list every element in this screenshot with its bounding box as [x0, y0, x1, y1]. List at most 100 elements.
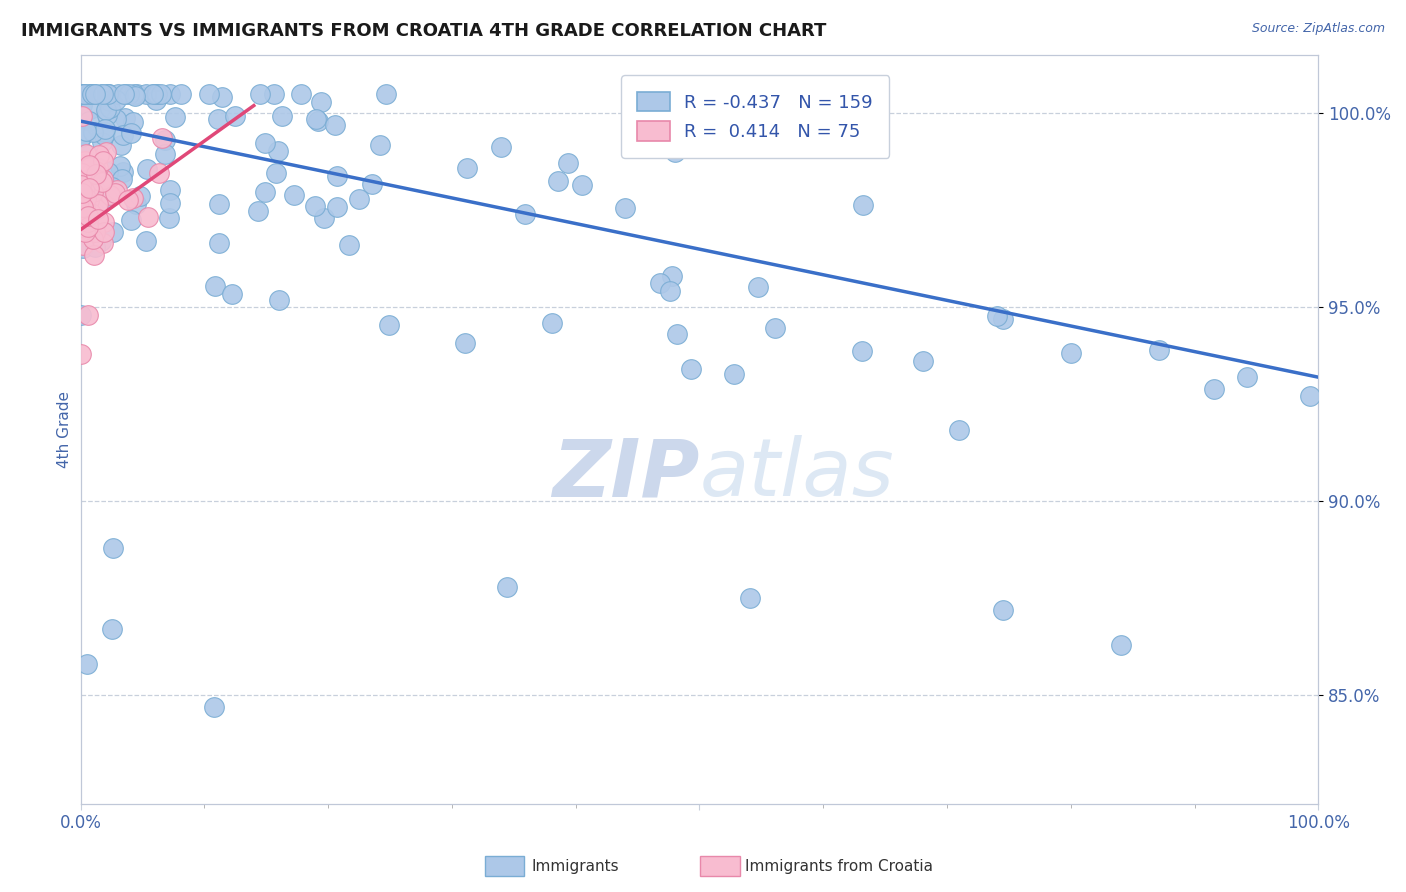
Point [91, 236, 114, 251]
Point [370, 137, 392, 152]
Point [86, 168, 108, 182]
Point [489, 140, 512, 154]
Point [72, 145, 94, 159]
Point [661, 269, 683, 284]
Point [207, 112, 229, 127]
Point [97, 165, 120, 179]
Point [614, 201, 637, 215]
Point [70, 347, 93, 361]
Point [104, 186, 127, 201]
Point [75, 225, 97, 239]
Point [117, 193, 139, 207]
Point [70, 130, 93, 145]
Text: Source: ZipAtlas.com: Source: ZipAtlas.com [1251, 22, 1385, 36]
Point [211, 89, 233, 103]
Point [96, 191, 118, 205]
Point [79, 158, 101, 172]
Point [72, 199, 94, 213]
Point [70, 186, 93, 201]
Point [70, 220, 93, 235]
Point [155, 133, 177, 147]
Point [70, 98, 93, 112]
Point [69, 157, 91, 171]
Point [454, 335, 477, 350]
Point [993, 312, 1015, 326]
Point [495, 580, 517, 594]
Point [114, 87, 136, 101]
Point [150, 131, 173, 145]
Point [374, 87, 396, 101]
Point [72, 192, 94, 206]
Point [82, 87, 104, 101]
Point [993, 603, 1015, 617]
Point [314, 211, 336, 225]
Point [82, 87, 104, 101]
Point [75, 146, 97, 161]
Point [73, 87, 96, 101]
Point [72, 195, 94, 210]
Point [111, 172, 134, 186]
Point [77, 209, 100, 223]
Point [135, 234, 157, 248]
Point [170, 87, 193, 101]
Point [83, 168, 105, 182]
Point [98, 188, 121, 202]
Point [101, 179, 124, 194]
Point [73, 200, 96, 214]
Point [79, 103, 101, 117]
Point [112, 128, 135, 143]
Point [114, 111, 136, 125]
Point [96, 108, 118, 122]
Point [124, 89, 146, 103]
Point [72, 128, 94, 142]
Point [76, 657, 98, 672]
Point [1147, 343, 1170, 357]
Text: Immigrants from Croatia: Immigrants from Croatia [745, 859, 934, 873]
Point [75, 124, 97, 138]
Point [263, 87, 285, 101]
Point [91, 136, 114, 150]
Point [122, 191, 145, 205]
Point [82, 232, 104, 246]
Point [76, 219, 98, 234]
Point [571, 178, 593, 193]
Point [86, 196, 108, 211]
Point [912, 353, 935, 368]
Point [852, 198, 875, 212]
Point [1202, 383, 1225, 397]
Point [1236, 370, 1258, 384]
Point [75, 188, 97, 202]
Point [679, 362, 702, 376]
Point [87, 212, 110, 227]
Point [986, 309, 1008, 323]
Point [326, 200, 349, 214]
Point [80, 87, 103, 101]
Point [73, 153, 96, 168]
Point [120, 213, 142, 227]
Point [515, 207, 537, 221]
Point [87, 161, 110, 176]
Point [135, 87, 157, 101]
Point [138, 210, 160, 224]
Point [79, 160, 101, 174]
Point [666, 327, 689, 342]
Point [76, 215, 98, 229]
Point [557, 156, 579, 170]
Point [122, 115, 145, 129]
Point [135, 161, 157, 176]
Point [77, 181, 100, 195]
Point [208, 197, 231, 211]
Point [149, 87, 172, 101]
Point [75, 124, 97, 138]
Point [264, 166, 287, 180]
Point [90, 175, 112, 189]
Point [70, 221, 93, 235]
Point [83, 87, 105, 101]
Point [79, 114, 101, 128]
Point [100, 101, 122, 115]
Point [70, 195, 93, 210]
Point [69, 178, 91, 193]
Point [73, 188, 96, 202]
Point [96, 87, 118, 101]
Point [270, 109, 292, 123]
